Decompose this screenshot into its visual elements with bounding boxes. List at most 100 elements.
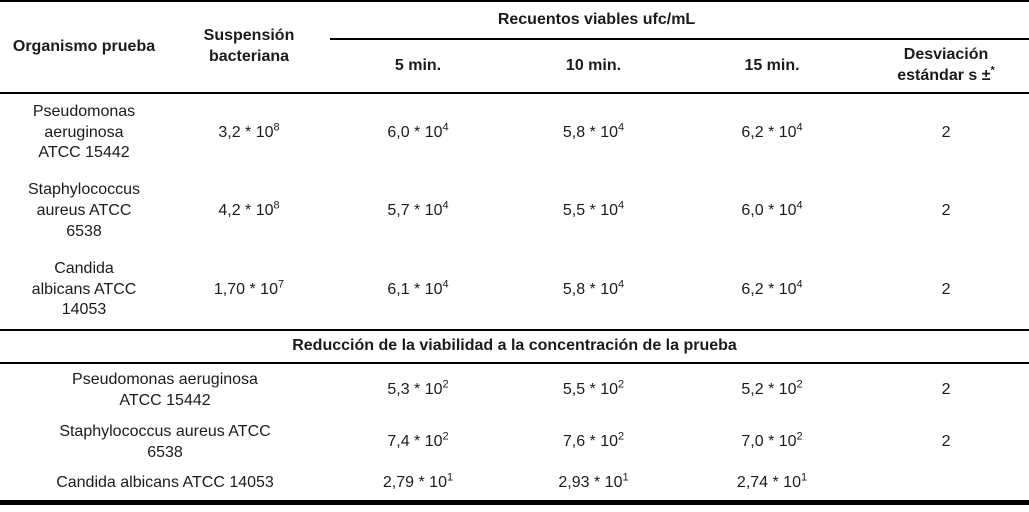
cell-5min: 5,3 * 102 bbox=[330, 363, 506, 417]
cell-sd: 2 bbox=[941, 381, 951, 399]
value-exponent: 4 bbox=[618, 199, 625, 212]
table-row: Pseudomonas aeruginosa ATCC 15442 5,3 * … bbox=[0, 363, 1029, 417]
value-base: 6,2 * 10 bbox=[741, 123, 797, 141]
cell-5min: 6,1 * 104 bbox=[330, 251, 506, 330]
cell-5min: 7,4 * 102 bbox=[330, 417, 506, 468]
organism-name: Candida albicans ATCC 14053 bbox=[31, 259, 137, 319]
value-exponent: 2 bbox=[442, 378, 449, 391]
table-row: Candida albicans ATCC 14053 1,70 * 107 6… bbox=[0, 251, 1029, 330]
value-exponent: 2 bbox=[796, 430, 803, 443]
cell-organism: Pseudomonas aeruginosa ATCC 15442 bbox=[0, 93, 168, 172]
value-base: 5,2 * 10 bbox=[741, 381, 797, 399]
organism-name: Pseudomonas aeruginosa ATCC 15442 bbox=[32, 102, 136, 162]
value-base: 2,79 * 10 bbox=[382, 474, 447, 492]
cell-15min: 6,2 * 104 bbox=[681, 93, 863, 172]
table-row: Staphylococcus aureus ATCC 6538 7,4 * 10… bbox=[0, 417, 1029, 468]
value-base: 2,74 * 10 bbox=[736, 474, 801, 492]
cell-suspension: 1,70 * 107 bbox=[168, 251, 330, 330]
value-exponent: 4 bbox=[442, 121, 449, 134]
value-exponent: 2 bbox=[796, 378, 803, 391]
value-base: 5,3 * 10 bbox=[387, 381, 443, 399]
value-base: 5,7 * 10 bbox=[387, 202, 443, 220]
value-base: 4,2 * 10 bbox=[218, 202, 274, 220]
value-base: 6,0 * 10 bbox=[741, 202, 797, 220]
value-base: 7,0 * 10 bbox=[741, 433, 797, 451]
section-header-row: Reducción de la viabilidad a la concentr… bbox=[0, 329, 1029, 364]
cell-suspension: 3,2 * 108 bbox=[168, 93, 330, 172]
value-base: 5,8 * 10 bbox=[562, 280, 619, 298]
value-base: 7,6 * 10 bbox=[562, 433, 619, 451]
value-exponent: 2 bbox=[618, 378, 625, 391]
value-exponent: 1 bbox=[800, 472, 808, 485]
table-row: Staphylococcus aureus ATCC 6538 4,2 * 10… bbox=[0, 172, 1029, 251]
cell-sd bbox=[863, 468, 1029, 502]
col-header-15min: 15 min. bbox=[681, 39, 864, 94]
value-exponent: 2 bbox=[618, 430, 625, 443]
desviacion-line2: estándar s ± bbox=[897, 67, 991, 84]
cell-15min: 2,74 * 101 bbox=[681, 468, 863, 502]
organism-name: Pseudomonas aeruginosa ATCC 15442 bbox=[72, 370, 258, 409]
value-exponent: 4 bbox=[618, 121, 625, 134]
header-row-times: 5 min. 10 min. 15 min. Desviación estánd… bbox=[0, 39, 1029, 94]
value-exponent: 4 bbox=[796, 278, 803, 291]
value-base: 5,8 * 10 bbox=[562, 123, 619, 141]
value-base: 6,2 * 10 bbox=[741, 280, 797, 298]
value-base: 5,5 * 10 bbox=[562, 202, 619, 220]
cell-15min: 6,2 * 104 bbox=[681, 251, 863, 330]
value-exponent: 1 bbox=[446, 472, 454, 485]
value-exponent: 4 bbox=[796, 121, 803, 134]
value-exponent: 1 bbox=[622, 472, 629, 485]
section-title: Reducción de la viabilidad a la concentr… bbox=[0, 329, 1029, 364]
col-header-5min: 5 min. bbox=[330, 39, 506, 94]
value-exponent: 4 bbox=[442, 199, 449, 212]
value-base: 3,2 * 10 bbox=[218, 123, 274, 141]
cell-5min: 6,0 * 104 bbox=[330, 93, 506, 172]
cell-organism: Staphylococcus aureus ATCC 6538 bbox=[0, 172, 168, 251]
cell-10min: 5,5 * 104 bbox=[506, 172, 681, 251]
table-row: Candida albicans ATCC 14053 2,79 * 101 2… bbox=[0, 468, 1029, 502]
cell-sd: 2 bbox=[941, 433, 951, 451]
cell-organism: Staphylococcus aureus ATCC 6538 bbox=[0, 417, 330, 468]
header-spacer bbox=[863, 1, 1029, 40]
value-exponent: 8 bbox=[273, 199, 280, 212]
cell-10min: 7,6 * 102 bbox=[506, 417, 681, 468]
cell-15min: 7,0 * 102 bbox=[681, 417, 863, 468]
col-header-suspension: Suspensión bacteriana bbox=[168, 1, 330, 94]
value-base: 1,70 * 10 bbox=[213, 280, 278, 298]
cell-5min: 2,79 * 101 bbox=[330, 468, 506, 502]
col-header-10min: 10 min. bbox=[506, 39, 681, 94]
organism-name: Staphylococcus aureus ATCC 6538 bbox=[27, 181, 141, 240]
cell-10min: 5,8 * 104 bbox=[506, 93, 681, 172]
value-exponent: 2 bbox=[442, 430, 449, 443]
col-header-organismo: Organismo prueba bbox=[0, 1, 168, 94]
col-header-desviacion: Desviación estándar s ±* bbox=[863, 39, 1029, 94]
cell-organism: Candida albicans ATCC 14053 bbox=[0, 251, 168, 330]
header-row-group: Organismo prueba Suspensión bacteriana R… bbox=[0, 1, 1029, 94]
value-exponent: 4 bbox=[442, 278, 449, 291]
cell-15min: 6,0 * 104 bbox=[681, 172, 863, 251]
cell-organism: Candida albicans ATCC 14053 bbox=[0, 468, 330, 502]
col-group-header-recuentos: Recuentos viables ufc/mL bbox=[330, 1, 864, 40]
cell-sd: 2 bbox=[941, 202, 951, 220]
cell-suspension: 4,2 * 108 bbox=[168, 172, 330, 251]
desviacion-footnote-marker: * bbox=[990, 64, 995, 77]
organism-name: Staphylococcus aureus ATCC 6538 bbox=[59, 422, 271, 461]
cell-10min: 5,5 * 102 bbox=[506, 363, 681, 417]
table-row: Pseudomonas aeruginosa ATCC 15442 3,2 * … bbox=[0, 93, 1029, 172]
value-exponent: 8 bbox=[273, 121, 280, 134]
cell-15min: 5,2 * 102 bbox=[681, 363, 863, 417]
cell-5min: 5,7 * 104 bbox=[330, 172, 506, 251]
value-exponent: 4 bbox=[618, 278, 625, 291]
value-base: 2,93 * 10 bbox=[558, 474, 623, 492]
cell-sd: 2 bbox=[941, 280, 951, 298]
value-exponent: 4 bbox=[796, 199, 803, 212]
cell-sd: 2 bbox=[941, 123, 951, 141]
value-exponent: 7 bbox=[277, 278, 285, 291]
value-base: 6,0 * 10 bbox=[387, 123, 443, 141]
cell-10min: 5,8 * 104 bbox=[506, 251, 681, 330]
desviacion-line1: Desviación bbox=[903, 46, 989, 64]
cell-organism: Pseudomonas aeruginosa ATCC 15442 bbox=[0, 363, 330, 417]
cell-10min: 2,93 * 101 bbox=[506, 468, 681, 502]
value-base: 6,1 * 10 bbox=[387, 280, 443, 298]
